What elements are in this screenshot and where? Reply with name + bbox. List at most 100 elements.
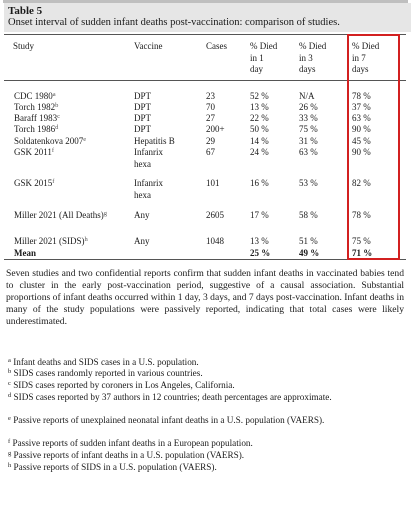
- footnote-marker: h: [84, 236, 88, 243]
- footnote-marker: f: [52, 178, 55, 185]
- vaccine-line: Any: [134, 236, 150, 246]
- footnote-marker: d: [55, 124, 59, 131]
- died-1-day: 50 %: [250, 124, 269, 134]
- cases-count: 200+: [206, 124, 225, 134]
- vaccine-name: Infanrix hexa: [134, 178, 163, 201]
- footnote-marker: e: [83, 136, 87, 143]
- study-name-text: Mean: [14, 248, 36, 258]
- vaccine-name: Infanrix hexa: [134, 147, 163, 170]
- study-name-text: Miller 2021 (SIDS): [14, 236, 85, 246]
- footnote-text: Passive reports of sudden infant deaths …: [10, 438, 253, 448]
- study-name-text: Soldatenkova 2007: [14, 136, 84, 146]
- died-1-day: 52 %: [250, 91, 269, 101]
- study-name: Baraff 1983c: [14, 113, 126, 125]
- died-3-days: 33 %: [299, 113, 318, 123]
- died-1-day: 17 %: [250, 210, 269, 220]
- footnote-marker: b: [55, 102, 59, 109]
- footnote-marker: f: [51, 147, 55, 154]
- footnote-mark: c: [8, 380, 11, 387]
- header-died-7-days: % Died in 7 days: [352, 41, 380, 74]
- study-name-text: GSK 2015: [14, 178, 53, 188]
- died-3-days: 26 %: [299, 102, 318, 112]
- footnote: c SIDS cases reported by coroners in Los…: [8, 380, 403, 391]
- cases-count: 29: [206, 136, 215, 146]
- vaccine-line: DPT: [134, 102, 152, 112]
- footnote-mark: b: [8, 368, 12, 375]
- died-1-day: 13 %: [250, 102, 269, 112]
- footnote-mark: f: [8, 438, 11, 445]
- died-1-day: 14 %: [250, 136, 269, 146]
- died-7-days: 45 %: [352, 136, 371, 146]
- study-name-text: GSK 2011: [14, 147, 52, 157]
- died-7-days: 82 %: [352, 178, 371, 188]
- footnote-mark: d: [8, 392, 12, 399]
- vaccine-line: hexa: [134, 189, 151, 200]
- vaccine-name: Hepatitis B: [134, 136, 175, 148]
- header-died-3-days: % Died in 3 days: [299, 41, 327, 74]
- died-1-day: 13 %: [250, 236, 269, 246]
- footnote-marker: a: [52, 91, 56, 98]
- header-top-rule: [4, 34, 406, 35]
- died-3-days: 63 %: [299, 147, 318, 157]
- vaccine-line: hexa: [134, 158, 151, 169]
- footnote-text: Passive reports of unexplained neonatal …: [10, 415, 325, 425]
- footnote-text: SIDS cases randomly reported in various …: [11, 368, 203, 378]
- died-7-days: 78 %: [352, 91, 371, 101]
- cases-count: 2605: [206, 210, 224, 220]
- study-name: Torch 1982b: [14, 102, 126, 114]
- cases-count: 1048: [206, 236, 224, 246]
- study-name-text: Torch 1982: [14, 102, 56, 112]
- header-bottom-rule: [4, 80, 406, 81]
- vaccine-line: DPT: [134, 91, 152, 101]
- footnote: d SIDS cases reported by 37 authors in 1…: [8, 392, 403, 403]
- header-died-1-day: % Died in 1 day: [250, 41, 278, 74]
- died-7-days: 90 %: [352, 124, 371, 134]
- study-name-text: Torch 1986: [14, 124, 56, 134]
- footnote: g Passive reports of infant deaths in a …: [8, 450, 403, 461]
- died-7-days: 63 %: [352, 113, 371, 123]
- study-name-text: Baraff 1983: [14, 113, 58, 123]
- vaccine-line: DPT: [134, 113, 152, 123]
- study-name-text: Miller 2021 (All Deaths): [14, 210, 104, 220]
- footnote: a Infant deaths and SIDS cases in a U.S.…: [8, 357, 403, 368]
- died-3-days: 58 %: [299, 210, 318, 220]
- vaccine-name: DPT: [134, 91, 151, 103]
- cases-count: 67: [206, 147, 215, 157]
- vaccine-name: DPT: [134, 102, 151, 114]
- footnote-mark: e: [8, 415, 11, 422]
- study-name: Torch 1986d: [14, 124, 126, 136]
- study-name: Miller 2021 (All Deaths)g: [14, 210, 126, 222]
- study-name: Soldatenkova 2007e: [14, 136, 126, 148]
- header-study: Study: [13, 41, 35, 51]
- vaccine-name: Any: [134, 236, 150, 248]
- cases-count: 101: [206, 178, 220, 188]
- footnote: b SIDS cases randomly reported in variou…: [8, 368, 403, 379]
- study-name: CDC 1980a: [14, 91, 126, 103]
- study-name: GSK 2011f: [14, 147, 126, 159]
- vaccine-line: Any: [134, 210, 150, 220]
- header-vaccine: Vaccine: [134, 41, 163, 51]
- table-bottom-rule: [4, 259, 406, 260]
- footnote: e Passive reports of unexplained neonata…: [8, 415, 403, 426]
- footnote-marker: g: [103, 210, 107, 217]
- study-name: GSK 2015f: [14, 178, 126, 190]
- died-1-day: 22 %: [250, 113, 269, 123]
- vaccine-name: DPT: [134, 124, 151, 136]
- died-3-days: N/A: [299, 91, 315, 101]
- footnote-text: Passive reports of SIDS in a U.S. popula…: [11, 462, 217, 472]
- footnote: f Passive reports of sudden infant death…: [8, 438, 403, 449]
- died-7-days: 71 %: [352, 248, 373, 258]
- died-1-day: 25 %: [250, 248, 271, 258]
- died-7-days: 78 %: [352, 210, 371, 220]
- died-3-days: 31 %: [299, 136, 318, 146]
- footnote-marker: c: [57, 113, 60, 120]
- footnote-mark: h: [8, 462, 12, 469]
- vaccine-line: Infanrix: [134, 178, 163, 188]
- died-3-days: 75 %: [299, 124, 318, 134]
- table-caption: Onset interval of sudden infant deaths p…: [8, 17, 340, 28]
- seven-day-column-highlight: [347, 34, 400, 260]
- footnote-text: SIDS cases reported by coroners in Los A…: [10, 380, 235, 390]
- died-3-days: 53 %: [299, 178, 318, 188]
- died-1-day: 24 %: [250, 147, 269, 157]
- study-name: Mean: [14, 248, 126, 260]
